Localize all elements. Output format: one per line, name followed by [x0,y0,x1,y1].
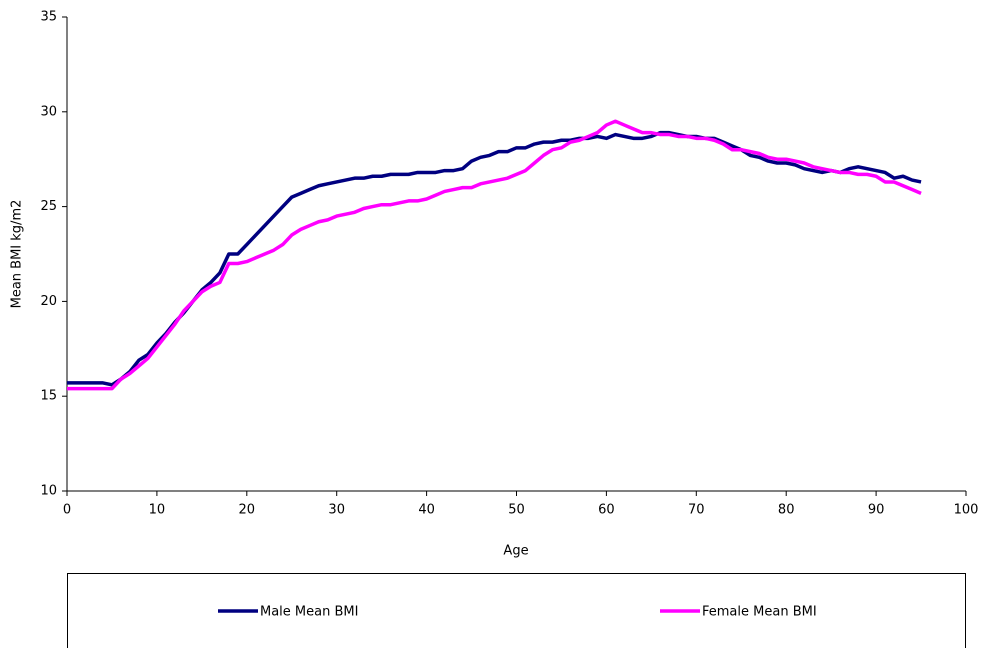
x-tick-label: 0 [63,503,71,518]
x-tick-label: 100 [954,503,979,518]
y-tick-label: 20 [40,294,57,309]
x-tick-label: 30 [328,503,345,518]
y-tick-label: 35 [40,10,57,25]
x-tick-label: 60 [598,503,615,518]
y-tick-label: 10 [40,484,57,499]
legend-label: Female Mean BMI [702,605,817,620]
y-tick-label: 15 [40,389,57,404]
x-tick-label: 80 [778,503,795,518]
y-axis-label: Mean BMI kg/m2 [10,200,25,309]
y-tick-label: 30 [40,104,57,119]
x-tick-label: 90 [868,503,885,518]
x-tick-label: 40 [418,503,435,518]
x-tick-label: 70 [688,503,705,518]
x-tick-label: 20 [239,503,256,518]
data-line [67,130,922,387]
data-line [67,119,922,391]
x-tick-label: 10 [149,503,166,518]
legend-box [67,573,966,648]
x-axis-label: Age [503,544,528,559]
legend-label: Male Mean BMI [260,605,358,620]
x-tick-label: 50 [508,503,525,518]
y-tick-label: 25 [40,199,57,214]
